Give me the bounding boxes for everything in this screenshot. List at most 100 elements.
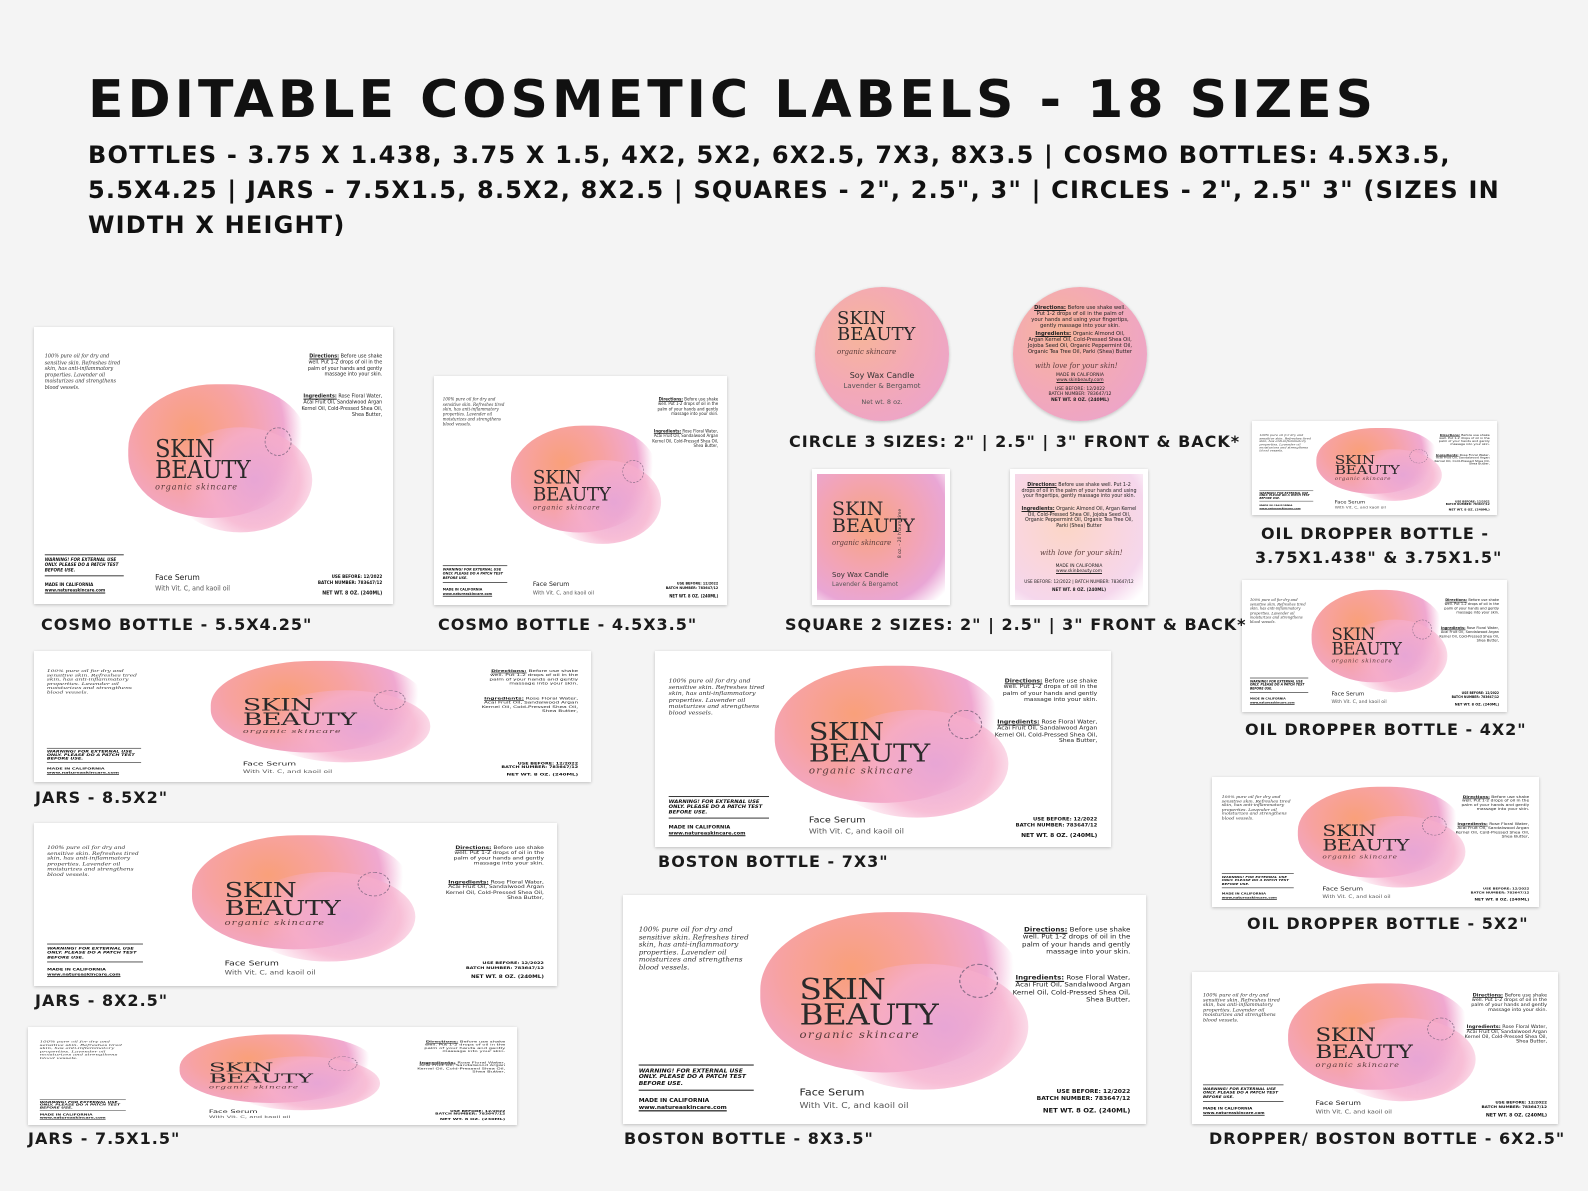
square-label-front: SKIN BEAUTY organic skincare Soy Wax Cand… (812, 469, 950, 605)
caption-circle: CIRCLE 3 SIZES: 2" | 2.5" | 3" FRONT & B… (789, 432, 1241, 451)
label-content: SKIN BEAUTY organic skincare 100% pure oi… (34, 327, 393, 604)
divider (638, 1089, 754, 1091)
caption-cosmo-5.5x4.25: COSMO BOTTLE - 5.5X4.25" (41, 615, 313, 634)
label-boston-7x3: SKIN BEAUTY organic skincare 100% pure oi… (655, 651, 1111, 847)
ingredients-text: Ingredients: Rose Floral Water, Acai Fru… (1464, 1025, 1548, 1045)
made-in-text: MADE IN CALIFORNIA www.natureaskincare.co… (1249, 697, 1295, 705)
made-in-text: MADE IN CALIFORNIA www.natureaskincare.co… (1202, 1107, 1265, 1116)
caption-cosmo-4.5x3.5: COSMO BOTTLE - 4.5X3.5" (438, 615, 698, 634)
brand-tagline: organic skincare (208, 1084, 300, 1090)
label-content: SKIN BEAUTY organic skincare 100% pure oi… (1252, 421, 1497, 515)
caption-jars-8x2.5: JARS - 8X2.5" (35, 991, 169, 1010)
organic-ring-badge (1422, 816, 1447, 836)
caption-dropper-6x2.5: DROPPER/ BOSTON BOTTLE - 6X2.5" (1209, 1129, 1566, 1148)
square-batch: USE BEFORE: 12/2022 | BATCH NUMBER: 7836… (1024, 579, 1134, 584)
batch-info: USE BEFORE: 12/2022 BATCH NUMBER: 783647/… (317, 575, 383, 586)
brand-name: SKIN BEAUTY (1334, 452, 1400, 477)
warning-text: WARNING! FOR EXTERNAL USE ONLY. PLEASE D… (442, 568, 503, 581)
caption-oil-4x2: OIL DROPPER BOTTLE - 4X2" (1245, 720, 1527, 739)
product-subtitle: With Vit. C, and kaoil oil (208, 1115, 291, 1120)
square-label-back: Directions: Before use shake well. Put 1… (1010, 469, 1148, 605)
brand-name: SKIN BEAUTY (837, 308, 916, 346)
label-cosmo-4.5x3.5: SKIN BEAUTY organic skincare 100% pure oi… (434, 376, 727, 605)
divider (47, 943, 143, 945)
brand-name: SKIN BEAUTY (224, 878, 341, 920)
net-weight: NET WT. 8 OZ. (240ML) (1485, 1113, 1548, 1118)
divider (1249, 677, 1309, 679)
directions-text: Directions: Before use shake well. Put 1… (1438, 434, 1490, 447)
net-weight: NET WT. 8 OZ. (240ML) (1474, 897, 1530, 902)
made-in-text: MADE IN CALIFORNIA www.natureaskincare.co… (47, 968, 121, 977)
product-description: 100% pure oil for dry and sensitive skin… (638, 927, 749, 972)
directions-text: Directions: Before use shake well. Put 1… (1002, 678, 1098, 704)
divider (1249, 692, 1309, 693)
label-content: SKIN BEAUTY organic skincare 100% pure oi… (34, 823, 557, 986)
made-in-text: MADE IN CALIFORNIA www.natureaskincare.co… (44, 582, 106, 594)
net-weight: NET WT. 8 OZ. (240ML) (669, 594, 719, 599)
warning-text: WARNING! FOR EXTERNAL USE ONLY. PLEASE D… (39, 1101, 121, 1110)
product-subtitle: With Vit. C, and kaoil oil (1334, 505, 1386, 510)
watercolor-fill (817, 474, 945, 600)
warning-text: WARNING! FOR EXTERNAL USE ONLY. PLEASE D… (1221, 875, 1289, 887)
batch-info: USE BEFORE: 12/2022 BATCH NUMBER: 783647/… (465, 961, 544, 971)
product-description: 100% pure oil for dry and sensitive skin… (46, 669, 137, 695)
ingredients-text: Ingredients: Rose Floral Water, Acai Fru… (1434, 453, 1490, 466)
net-weight: NET WT. 8 OZ. (240ML) (1042, 1107, 1131, 1115)
product-name: Face Serum (1322, 886, 1364, 893)
label-content: SKIN BEAUTY organic skincare 100% pure oi… (1212, 777, 1539, 907)
made-in-text: MADE IN CALIFORNIA www.natureaskincare.co… (638, 1098, 727, 1111)
divider (442, 565, 508, 567)
batch-info: USE BEFORE: 12/2022 BATCH NUMBER: 783647/… (665, 582, 719, 591)
product-description: 100% pure oil for dry and sensitive skin… (442, 397, 505, 428)
label-jars-7.5x1.5: SKIN BEAUTY organic skincare 100% pure oi… (28, 1027, 517, 1125)
label-dropper-6x2.5: SKIN BEAUTY organic skincare 100% pure oi… (1192, 972, 1558, 1124)
made-in-text: MADE IN CALIFORNIA www.natureaskincare.co… (46, 767, 120, 775)
organic-ring-badge (357, 871, 391, 897)
organic-ring-badge (264, 427, 292, 456)
caption-jars-7.5x1.5: JARS - 7.5X1.5" (28, 1129, 181, 1148)
label-content: SKIN BEAUTY organic skincare 100% pure oi… (655, 651, 1111, 847)
candle-name: Soy Wax Candle (849, 371, 915, 380)
product-name: Face Serum (224, 959, 279, 969)
candle-net: Net wt. 8 oz. (861, 398, 903, 406)
product-name: Face Serum (208, 1109, 258, 1115)
candle-scent: Lavender & Bergamot (832, 581, 899, 588)
batch-info: USE BEFORE: 12/2022 BATCH NUMBER: 783647/… (1470, 887, 1530, 895)
directions-text: Directions: Before use shake well. Put 1… (1022, 927, 1131, 956)
divider (1221, 873, 1294, 874)
net-weight: NET WT. 8 OZ. (240ML) (471, 974, 544, 980)
product-description: 100% pure oil for dry and sensitive skin… (47, 845, 139, 878)
divider (46, 747, 142, 749)
directions-text: Directions: Before use shake well. Put 1… (453, 845, 544, 867)
directions-text: Directions: Before use shake well. Put 1… (1471, 993, 1548, 1013)
candle-scent: Lavender & Bergamot (843, 382, 921, 390)
product-subtitle: With Vit. C, and kaoil oil (532, 589, 594, 596)
product-name: Face Serum (242, 761, 297, 768)
square-ingredients: Ingredients: Organic Almond Oil, Argan K… (1021, 507, 1137, 529)
circle-made-in: MADE IN CALIFORNIA www.skinbeauty.com (1056, 373, 1104, 384)
directions-text: Directions: Before use shake well. Put 1… (1444, 598, 1500, 616)
warning-text: WARNING! FOR EXTERNAL USE ONLY. PLEASE D… (668, 799, 763, 816)
product-description: 100% pure oil for dry and sensitive skin… (1202, 993, 1280, 1023)
caption-oil-3.75: OIL DROPPER BOTTLE -3.75X1.438" & 3.75X1… (1255, 524, 1503, 567)
ingredients-text: Ingredients: Rose Floral Water, Acai Fru… (445, 880, 544, 901)
divider (1221, 887, 1294, 889)
product-description: 100% pure oil for dry and sensitive skin… (1249, 598, 1306, 625)
label-oil-3.75: SKIN BEAUTY organic skincare 100% pure oi… (1252, 421, 1497, 515)
product-name: Face Serum (532, 580, 570, 589)
brand-name: SKIN BEAUTY (532, 466, 611, 506)
organic-ring-badge (959, 963, 999, 999)
label-content: SKIN BEAUTY organic skincare 100% pure oi… (434, 376, 727, 605)
script-text: with love for your skin! (1040, 549, 1123, 557)
caption-jars-8.5x2: JARS - 8.5X2" (35, 788, 169, 807)
brand-name: SKIN BEAUTY (155, 434, 251, 484)
burn-time: 8 oz. – 20 h burn time (898, 508, 904, 559)
made-in-text: MADE IN CALIFORNIA www.natureaskincare.co… (668, 825, 746, 836)
label-content: SKIN BEAUTY organic skincare 100% pure oi… (623, 895, 1146, 1124)
warning-text: WARNING! FOR EXTERNAL USE ONLY. PLEASE D… (46, 750, 135, 761)
net-weight: NET WT. 8 OZ. (240ML) (322, 590, 383, 597)
product-subtitle: With Vit. C, and kaoil oil (224, 969, 316, 977)
organic-ring-badge (328, 1056, 358, 1072)
product-description: 100% pure oil for dry and sensitive skin… (39, 1040, 123, 1060)
caption-boston-8x3.5: BOSTON BOTTLE - 8X3.5" (624, 1129, 874, 1148)
